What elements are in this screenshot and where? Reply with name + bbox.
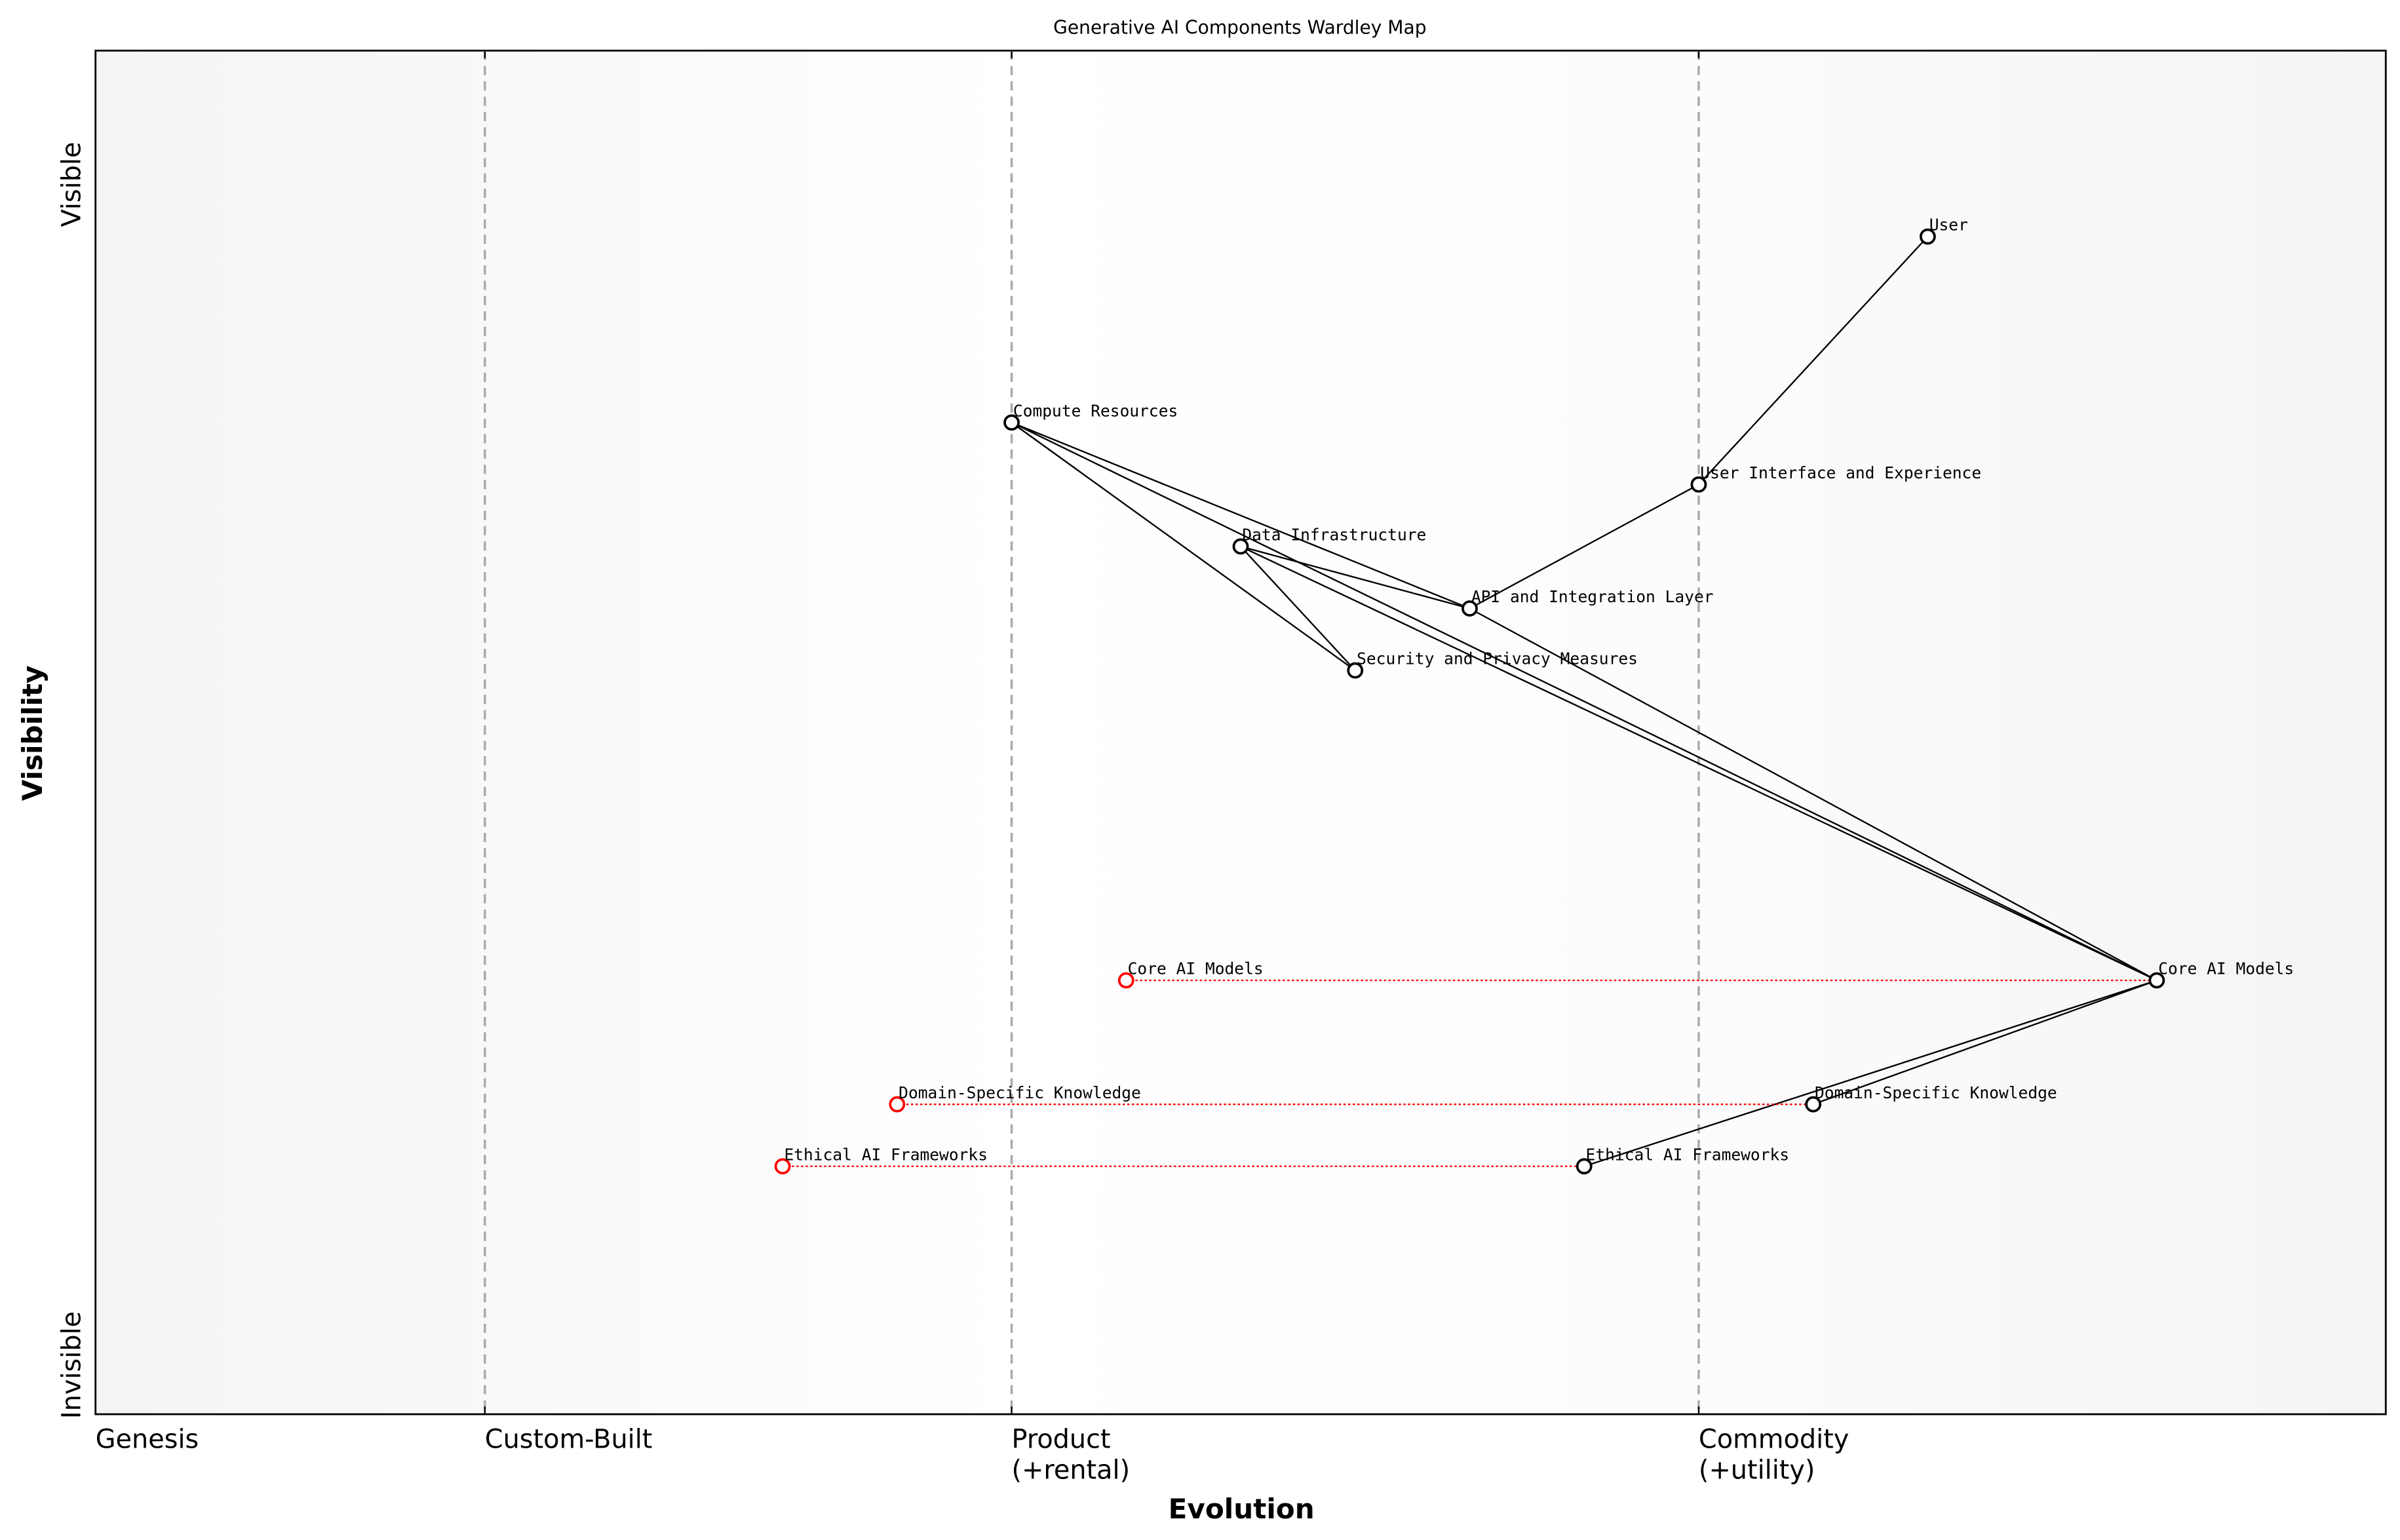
component-label: User xyxy=(1929,216,1968,235)
component-point xyxy=(2148,972,2165,989)
evolution-origin-point xyxy=(774,1158,791,1175)
component-point xyxy=(1347,662,1364,679)
component-point xyxy=(1461,600,1478,617)
y-label-visible: Visible xyxy=(56,142,87,227)
component-label: Core AI Models xyxy=(2158,959,2294,978)
component-label: Compute Resources xyxy=(1013,401,1178,420)
component-point xyxy=(1576,1158,1593,1175)
evolution-origin-label: Core AI Models xyxy=(1128,959,1264,978)
evolution-origin-point xyxy=(889,1096,906,1113)
link-ui-api xyxy=(1469,484,1699,609)
link-api-data xyxy=(1240,545,1470,609)
link-data-core xyxy=(1240,545,2158,982)
stage-label: Custom-Built xyxy=(485,1425,653,1455)
component-point xyxy=(1805,1096,1822,1113)
link-user-ui xyxy=(1698,236,1929,486)
component-label: Ethical AI Frameworks xyxy=(1586,1145,1790,1164)
y-label-invisible: Invisible xyxy=(56,1311,87,1419)
component-point xyxy=(1919,228,1936,245)
y-axis-title: Visibility xyxy=(16,665,48,801)
component-label: User Interface and Experience xyxy=(1700,463,1981,482)
evolution-origin-label: Domain-Specific Knowledge xyxy=(899,1083,1141,1102)
plot-area xyxy=(94,49,2387,1415)
link-compute-security xyxy=(1011,421,1356,672)
link-data-security xyxy=(1240,546,1356,671)
link-compute-api xyxy=(1011,421,1470,609)
chart-title: Generative AI Components Wardley Map xyxy=(1053,16,1426,38)
component-point xyxy=(1232,538,1249,555)
stage-label: Genesis xyxy=(96,1425,199,1455)
link-api-core xyxy=(1469,607,2158,982)
x-axis-title: Evolution xyxy=(1169,1493,1315,1525)
stage-label: Commodity (+utility) xyxy=(1699,1425,1849,1486)
component-point xyxy=(1003,414,1020,431)
link-core-ethical xyxy=(1583,979,2158,1167)
component-label: Security and Privacy Measures xyxy=(1357,649,1638,668)
link-core-domain xyxy=(1813,979,2158,1106)
link-compute-core xyxy=(1011,421,2158,982)
stage-label: Product (+rental) xyxy=(1012,1425,1131,1486)
component-label: Domain-Specific Knowledge xyxy=(1815,1083,2057,1102)
evolution-origin-point xyxy=(1117,972,1134,989)
component-label: API and Integration Layer xyxy=(1471,587,1714,606)
evolution-origin-label: Ethical AI Frameworks xyxy=(784,1145,988,1164)
component-label: Data Infrastructure xyxy=(1242,526,1426,545)
component-point xyxy=(1690,476,1707,493)
